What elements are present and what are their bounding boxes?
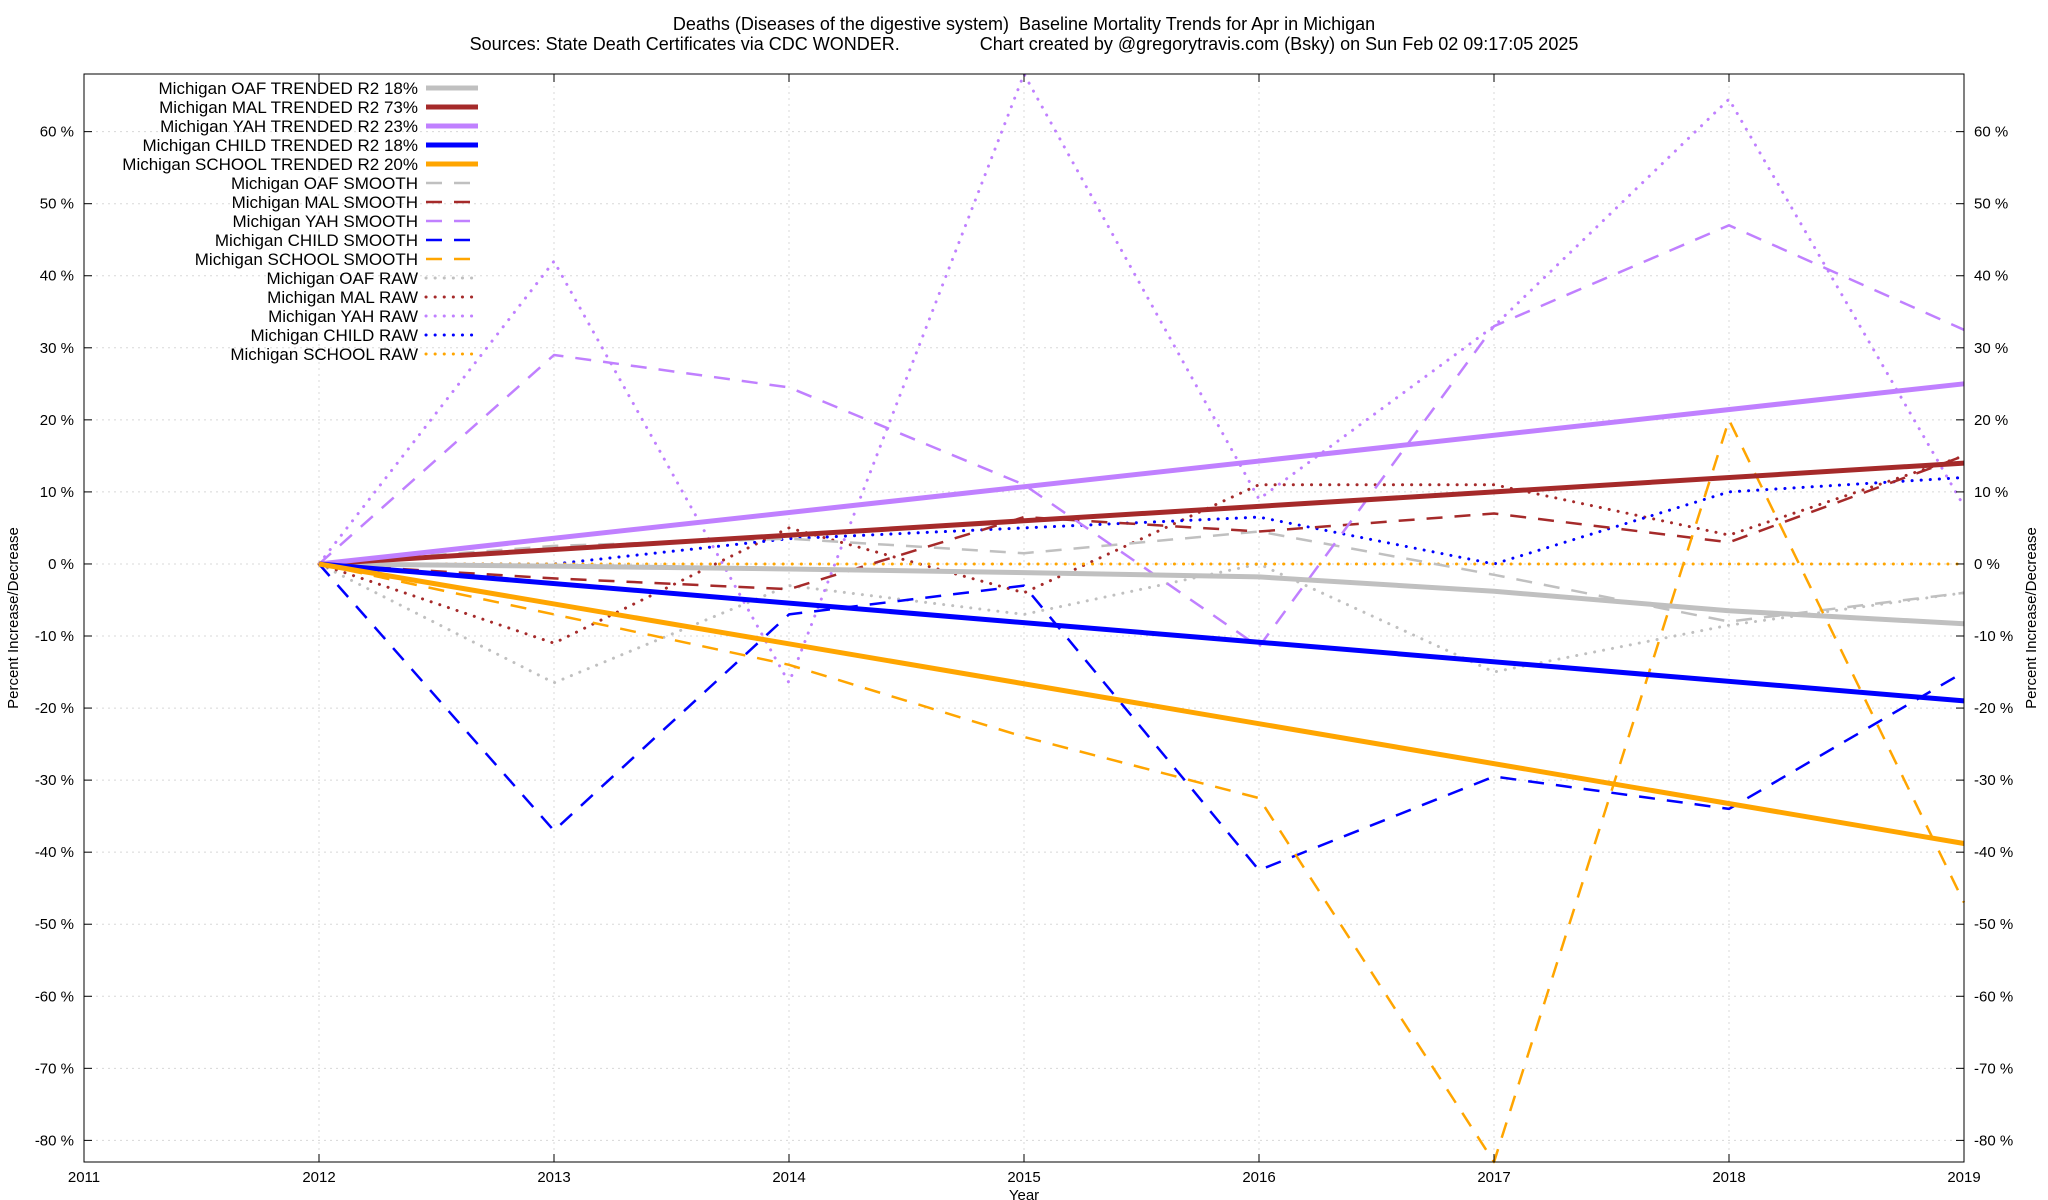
y2-tick-label: 10 % — [1974, 484, 2008, 501]
series-line-solid — [318, 561, 1965, 627]
series-line-dashed — [318, 454, 1965, 591]
y-tick-label: -60 % — [35, 988, 74, 1005]
legend-label: Michigan CHILD RAW — [250, 326, 418, 345]
axis-ticks: 60 % 60 % 50 % 50 % 40 % 40 % 30 % 30 % 20 % 20 %… — [35, 74, 2013, 1186]
series-line-dashed — [318, 563, 1965, 872]
x-axis-label: Year — [1009, 1187, 1039, 1200]
legend: Michigan OAF TRENDED R2 18%Michigan MAL … — [122, 79, 480, 364]
legend-label: Michigan OAF SMOOTH — [231, 174, 418, 193]
y2-tick-label: -60 % — [1974, 988, 2013, 1005]
legend-label: Michigan CHILD TRENDED R2 18% — [142, 136, 418, 155]
series-line-dotted — [317, 562, 1966, 685]
series-line-dashed — [318, 530, 1965, 623]
x-tick-label: 2015 — [1007, 1169, 1040, 1186]
y-axis-label: Percent Increase/Decrease — [5, 527, 22, 709]
y2-tick-label: -80 % — [1974, 1132, 2013, 1149]
legend-label: Michigan SCHOOL TRENDED R2 20% — [122, 155, 418, 174]
y2-tick-label: 60 % — [1974, 124, 2008, 141]
x-tick-label: 2016 — [1242, 1169, 1275, 1186]
y-tick-label: 20 % — [40, 412, 74, 429]
y2-tick-label: 20 % — [1974, 412, 2008, 429]
legend-label: Michigan SCHOOL RAW — [230, 345, 418, 364]
x-tick-label: 2017 — [1477, 1169, 1510, 1186]
x-tick-label: 2013 — [537, 1169, 570, 1186]
legend-label: Michigan MAL SMOOTH — [232, 193, 418, 212]
y-tick-label: 50 % — [40, 196, 74, 213]
series-line-solid — [318, 561, 1965, 846]
x-tick-label: 2019 — [1947, 1169, 1980, 1186]
y-tick-label: 0 % — [48, 556, 74, 573]
legend-label: Michigan OAF TRENDED R2 18% — [159, 79, 419, 98]
y-tick-label: 30 % — [40, 340, 74, 357]
y2-tick-label: -20 % — [1974, 700, 2013, 717]
y2-tick-label: -70 % — [1974, 1060, 2013, 1077]
y2-tick-label: 0 % — [1974, 556, 2000, 573]
y-tick-label: -10 % — [35, 628, 74, 645]
chart-title: Deaths (Diseases of the digestive system… — [672, 14, 1376, 34]
x-tick-label: 2012 — [302, 1169, 335, 1186]
y-tick-label: -40 % — [35, 844, 74, 861]
x-tick-label: 2011 — [68, 1169, 100, 1186]
y-tick-label: -30 % — [35, 772, 74, 789]
series-line-solid — [318, 381, 1965, 567]
y2-tick-label: -50 % — [1974, 916, 2013, 933]
series-lines — [317, 72, 1966, 1164]
series-line-dotted — [317, 72, 1966, 685]
gridlines — [83, 74, 1965, 1162]
y2-tick-label: -30 % — [1974, 772, 2013, 789]
series-line-solid — [318, 561, 1965, 704]
y2-tick-label: 40 % — [1974, 268, 2008, 285]
y-tick-label: 60 % — [40, 124, 74, 141]
series-line-dotted — [317, 476, 1966, 566]
legend-label: Michigan MAL TRENDED R2 73% — [159, 98, 418, 117]
y-tick-label: -20 % — [35, 700, 74, 717]
x-tick-label: 2018 — [1712, 1169, 1745, 1186]
legend-label: Michigan YAH TRENDED R2 23% — [160, 117, 418, 136]
legend-label: Michigan CHILD SMOOTH — [215, 231, 418, 250]
chart-subtitle: Sources: State Death Certificates via CD… — [469, 34, 1579, 54]
legend-label: Michigan YAH RAW — [268, 307, 418, 326]
series-line-solid — [318, 460, 1965, 567]
y2-axis-label: Percent Increase/Decrease — [2023, 527, 2040, 709]
legend-label: Michigan MAL RAW — [267, 288, 418, 307]
legend-label: Michigan YAH SMOOTH — [233, 212, 418, 231]
series-line-dashed — [318, 418, 1966, 1164]
y-tick-label: 40 % — [40, 268, 74, 285]
y2-tick-label: -10 % — [1974, 628, 2013, 645]
legend-label: Michigan SCHOOL SMOOTH — [195, 250, 418, 269]
y-tick-label: 10 % — [40, 484, 74, 501]
y2-tick-label: 30 % — [1974, 340, 2008, 357]
x-tick-label: 2014 — [772, 1169, 805, 1186]
y-tick-label: -50 % — [35, 916, 74, 933]
y2-tick-label: 50 % — [1974, 196, 2008, 213]
legend-label: Michigan OAF RAW — [267, 269, 418, 288]
y-tick-label: -70 % — [35, 1060, 74, 1077]
y-tick-label: -80 % — [35, 1132, 74, 1149]
y2-tick-label: -40 % — [1974, 844, 2013, 861]
